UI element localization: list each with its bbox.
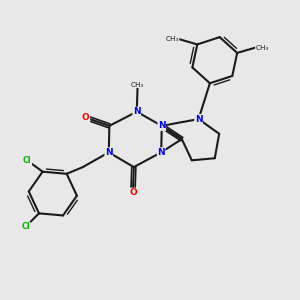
Text: Cl: Cl	[23, 156, 32, 165]
Text: CH₃: CH₃	[131, 82, 144, 88]
Text: CH₃: CH₃	[166, 36, 179, 42]
Text: N: N	[133, 107, 141, 116]
Text: N: N	[105, 148, 112, 157]
Text: Cl: Cl	[21, 222, 30, 231]
Text: N: N	[158, 148, 165, 157]
Text: N: N	[195, 115, 203, 124]
Text: O: O	[129, 188, 137, 197]
Text: O: O	[82, 113, 90, 122]
Text: N: N	[158, 122, 166, 130]
Text: CH₃: CH₃	[255, 45, 269, 51]
